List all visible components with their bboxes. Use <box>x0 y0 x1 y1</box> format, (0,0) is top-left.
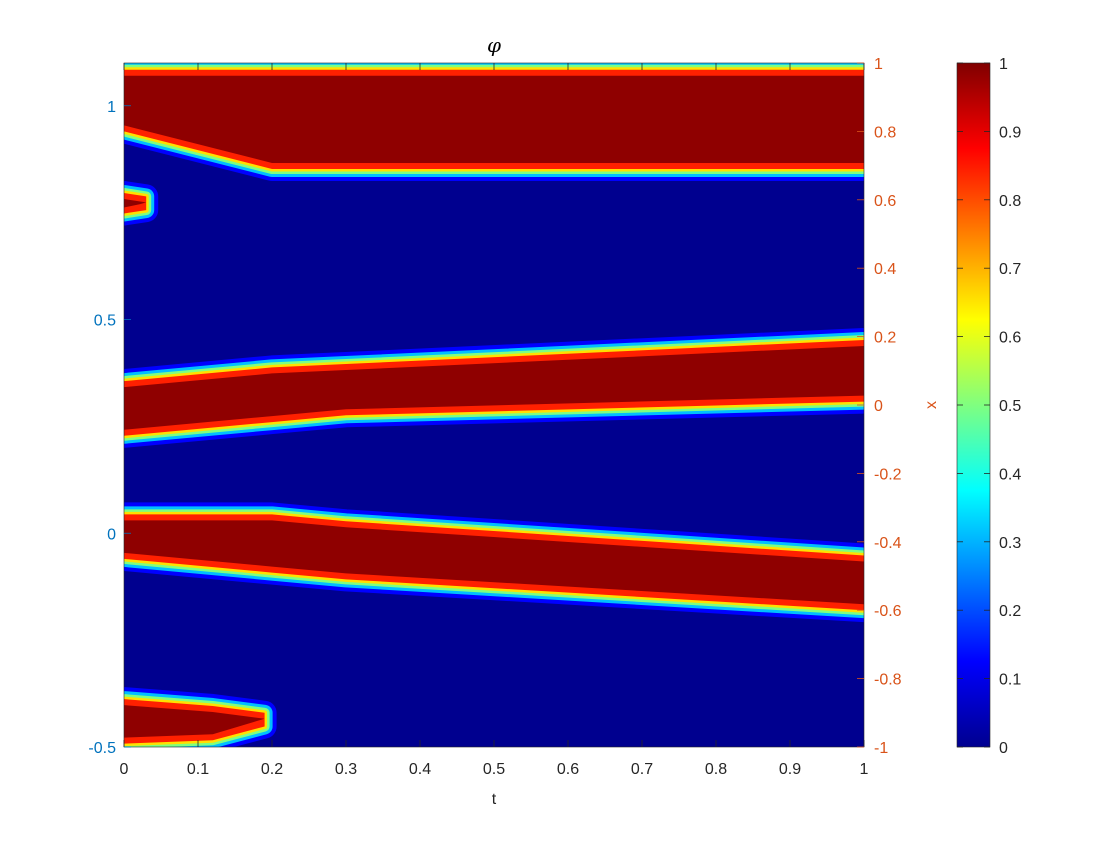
band-layer <box>124 75 864 163</box>
x-axis-label: t <box>492 791 497 808</box>
colorbar-tick-label: 0.5 <box>999 398 1021 415</box>
colorbar-tick-label: 0.3 <box>999 535 1021 552</box>
y-right-tick-label: 0.6 <box>874 193 896 210</box>
heatmap-band <box>124 502 864 623</box>
heatmap-band <box>124 687 277 747</box>
band-layer <box>124 346 864 430</box>
x-tick-label: 0.4 <box>409 761 431 778</box>
heatmap-band <box>124 181 159 226</box>
x-tick-label: 0 <box>120 761 129 778</box>
colorbar-tick-label: 1 <box>999 56 1008 73</box>
y-left-tick-label: 0.5 <box>94 313 116 330</box>
y-right-tick-label: 0 <box>874 398 883 415</box>
heatmap-band <box>124 328 864 448</box>
band-layer <box>124 520 864 605</box>
y-right-tick-label: -0.8 <box>874 672 902 689</box>
colorbar-tick-label: 0.9 <box>999 124 1021 141</box>
y-right-tick-label: 0.4 <box>874 261 896 278</box>
y-axis-right-label: x <box>923 401 940 409</box>
x-tick-label: 0.7 <box>631 761 653 778</box>
colorbar-tick-label: 0.8 <box>999 193 1021 210</box>
colorbar-tick-label: 0.7 <box>999 261 1021 278</box>
y-right-tick-label: 1 <box>874 56 883 73</box>
y-axis-left: -0.5 0 0.5 1 <box>88 99 131 757</box>
colorbar-tick-label: 0 <box>999 740 1008 757</box>
x-tick-label: 1 <box>860 761 869 778</box>
heatmap-bands <box>124 63 864 747</box>
x-tick-label: 0.3 <box>335 761 357 778</box>
y-right-tick-label: -0.6 <box>874 603 902 620</box>
x-axis: 0 0.1 0.2 0.3 0.4 0.5 0.6 0.7 0.8 0.9 1 <box>120 63 869 778</box>
y-right-tick-label: -1 <box>874 740 888 757</box>
colorbar-tick-label: 0.2 <box>999 603 1021 620</box>
colorbar-tick-label: 0.1 <box>999 672 1021 689</box>
x-tick-label: 0.1 <box>187 761 209 778</box>
colorbar-tick-label: 0.4 <box>999 466 1021 483</box>
y-right-tick-label: -0.4 <box>874 535 902 552</box>
y-left-tick-label: -0.5 <box>88 740 116 757</box>
y-right-tick-label: 0.2 <box>874 330 896 347</box>
x-tick-label: 0.6 <box>557 761 579 778</box>
y-right-tick-label: -0.2 <box>874 466 902 483</box>
x-tick-label: 0.9 <box>779 761 801 778</box>
colorbar-ticks: 0 0.1 0.2 0.3 0.4 0.5 0.6 0.7 0.8 0.9 1 <box>957 56 1021 757</box>
colorbar-tick-label: 0.6 <box>999 330 1021 347</box>
y-left-tick-label: 1 <box>107 99 116 116</box>
x-tick-label: 0.8 <box>705 761 727 778</box>
x-tick-label: 0.5 <box>483 761 505 778</box>
heatmap-band <box>124 63 864 181</box>
y-right-tick-label: 0.8 <box>874 124 896 141</box>
y-left-tick-label: 0 <box>107 526 116 543</box>
band-layer <box>124 199 147 208</box>
x-tick-label: 0.2 <box>261 761 283 778</box>
y-axis-right: -1 -0.8 -0.6 -0.4 -0.2 0 0.2 0.4 0.6 0.8 1 <box>857 56 902 757</box>
band-layer <box>124 705 265 738</box>
chart-title: φ <box>487 33 501 57</box>
